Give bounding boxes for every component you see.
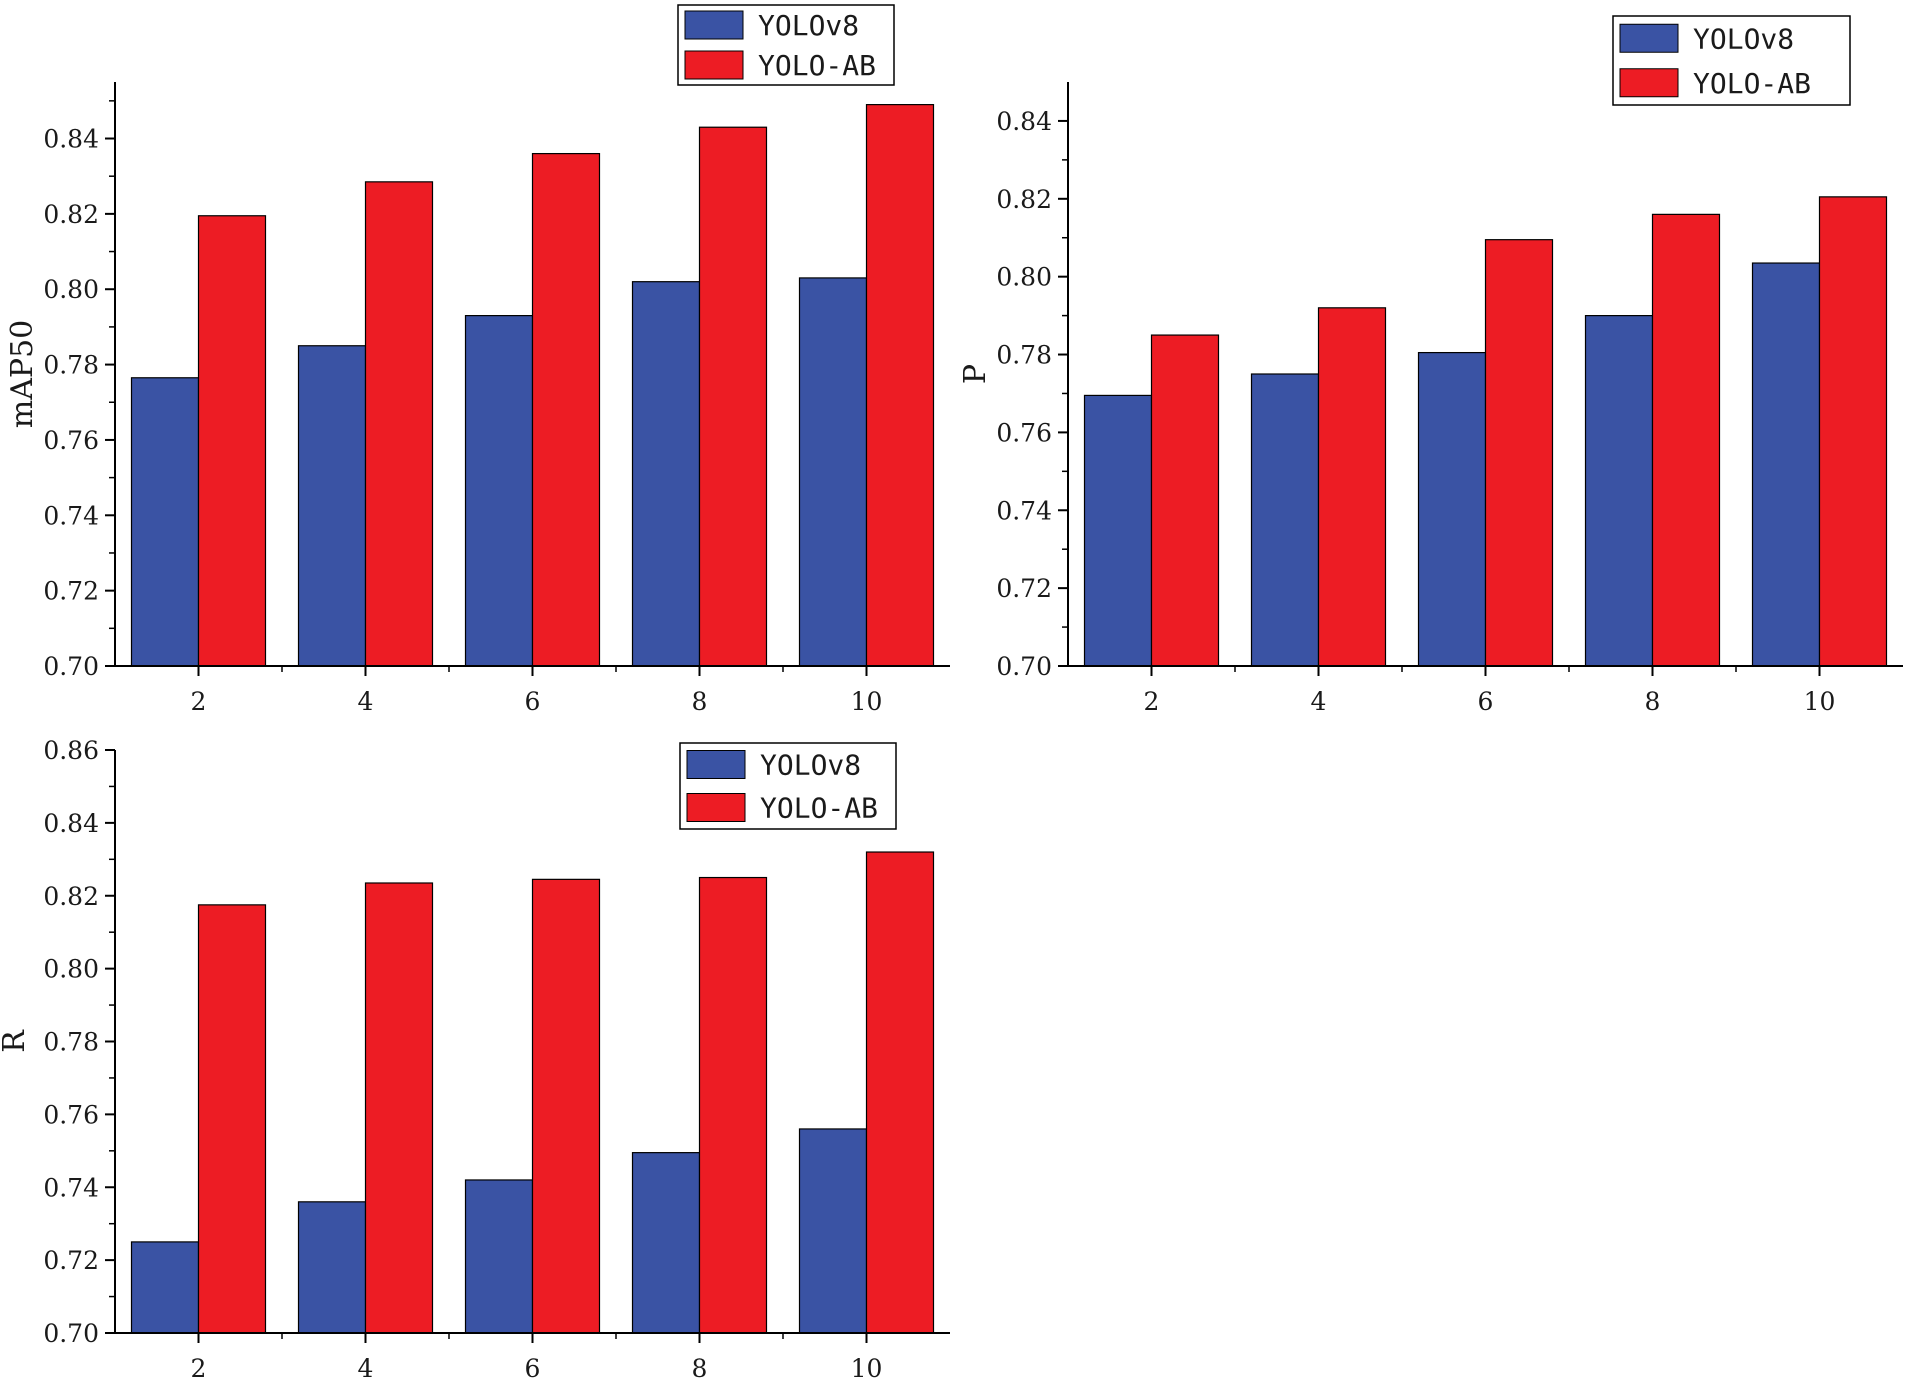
y-tick-label: 0.78 xyxy=(43,1028,99,1057)
bar-yolov8-8 xyxy=(1584,315,1654,667)
y-tick-label: 0.82 xyxy=(43,882,99,911)
y-axis-title: mAP50 xyxy=(5,320,40,428)
bar-yolo-ab-8 xyxy=(698,126,768,667)
x-tick-label: 6 xyxy=(525,687,541,716)
x-tick-label: 6 xyxy=(525,1354,541,1378)
x-tick-label: 10 xyxy=(1804,687,1836,716)
bar-yolov8-2 xyxy=(1083,394,1153,667)
y-tick-label: 0.80 xyxy=(43,275,99,304)
y-tick-label: 0.70 xyxy=(43,652,99,681)
legend-swatch-yolov8 xyxy=(684,10,744,40)
legend-swatch-yolo-ab xyxy=(684,50,744,80)
y-tick-label: 0.72 xyxy=(43,1246,99,1275)
bar-yolo-ab-10 xyxy=(865,851,935,1334)
x-tick-label: 8 xyxy=(1645,687,1661,716)
legend-label: YOLO-AB xyxy=(758,49,876,82)
y-tick-label: 0.72 xyxy=(996,574,1052,603)
y-tick-label: 0.74 xyxy=(996,496,1052,525)
legend-swatch-yolo-ab xyxy=(686,793,746,822)
bar-yolov8-4 xyxy=(1250,373,1320,667)
bar-yolov8-10 xyxy=(798,277,868,667)
y-axis-title: R xyxy=(0,1029,32,1053)
x-tick-label: 10 xyxy=(851,1354,883,1378)
y-tick-label: 0.84 xyxy=(43,809,99,838)
x-tick-label: 10 xyxy=(851,687,883,716)
bar-yolo-ab-2 xyxy=(1150,334,1220,667)
chart-3: 0.70 0.72 0.74 0.76 0.78 0.80 0.82 0.84 0.86 2 4 6 8… xyxy=(0,736,950,1378)
y-tick-label: 0.78 xyxy=(996,341,1052,370)
x-tick-label: 4 xyxy=(358,1354,374,1378)
bar-yolo-ab-4 xyxy=(1317,307,1387,667)
legend-swatch-yolo-ab xyxy=(1619,68,1679,98)
bar-yolo-ab-4 xyxy=(364,181,434,667)
bar-yolov8-8 xyxy=(631,281,701,667)
y-tick-label: 0.76 xyxy=(43,1100,99,1129)
x-tick-label: 2 xyxy=(1144,687,1160,716)
y-tick-label: 0.74 xyxy=(43,501,99,530)
bar-yolo-ab-2 xyxy=(197,904,267,1334)
y-tick-label: 0.80 xyxy=(996,263,1052,292)
bar-yolov8-6 xyxy=(464,1179,534,1334)
x-tick-label: 8 xyxy=(692,687,708,716)
bar-yolo-ab-6 xyxy=(531,152,601,667)
chart-1: 0.70 0.72 0.74 0.76 0.78 0.80 0.82 0.84 2 4 6 8 10 mA… xyxy=(5,4,950,716)
bar-yolov8-2 xyxy=(130,377,200,667)
x-tick-label: 4 xyxy=(1311,687,1327,716)
legend: YOLOv8 YOLO-AB xyxy=(679,742,897,830)
x-tick-label: 2 xyxy=(191,1354,207,1378)
legend-label: YOLOv8 xyxy=(1693,22,1794,55)
y-tick-label: 0.76 xyxy=(996,418,1052,447)
legend: YOLOv8 YOLO-AB xyxy=(677,4,895,86)
bar-yolo-ab-4 xyxy=(364,882,434,1334)
y-tick-label: 0.84 xyxy=(996,107,1052,136)
y-tick-label: 0.82 xyxy=(43,200,99,229)
y-axis-title: P xyxy=(958,364,993,384)
legend: YOLOv8 YOLO-AB xyxy=(1612,15,1851,106)
bar-yolo-ab-10 xyxy=(865,104,935,667)
bar-yolo-ab-6 xyxy=(1484,239,1554,667)
legend-label: YOLOv8 xyxy=(760,749,861,782)
y-tick-label: 0.80 xyxy=(43,955,99,984)
y-tick-label: 0.82 xyxy=(996,185,1052,214)
bar-yolov8-8 xyxy=(631,1152,701,1334)
legend-swatch-yolov8 xyxy=(686,750,746,779)
bar-yolo-ab-2 xyxy=(197,215,267,667)
bar-yolov8-6 xyxy=(1417,351,1487,667)
y-tick-label: 0.84 xyxy=(43,125,99,154)
bar-yolov8-10 xyxy=(1751,262,1821,667)
y-tick-label: 0.72 xyxy=(43,577,99,606)
y-tick-label: 0.86 xyxy=(43,736,99,765)
y-tick-label: 0.70 xyxy=(996,652,1052,681)
y-tick-label: 0.70 xyxy=(43,1319,99,1348)
bar-yolo-ab-10 xyxy=(1818,196,1888,667)
legend-label: YOLO-AB xyxy=(1693,67,1811,100)
y-tick-label: 0.74 xyxy=(43,1173,99,1202)
legend-swatch-yolov8 xyxy=(1619,23,1679,53)
bar-yolov8-10 xyxy=(798,1128,868,1334)
bar-yolov8-4 xyxy=(297,345,367,667)
chart-2: 0.70 0.72 0.74 0.76 0.78 0.80 0.82 0.84 2 4 6 8 10 P Y… xyxy=(958,15,1903,716)
x-tick-label: 6 xyxy=(1478,687,1494,716)
y-tick-label: 0.78 xyxy=(43,351,99,380)
bar-yolo-ab-8 xyxy=(1651,213,1721,667)
x-tick-label: 8 xyxy=(692,1354,708,1378)
bar-yolo-ab-6 xyxy=(531,878,601,1334)
bar-yolo-ab-8 xyxy=(698,876,768,1334)
x-tick-label: 4 xyxy=(358,687,374,716)
bar-yolov8-4 xyxy=(297,1201,367,1334)
y-tick-label: 0.76 xyxy=(43,426,99,455)
bar-yolov8-6 xyxy=(464,315,534,667)
legend-label: YOLO-AB xyxy=(760,792,878,825)
legend-label: YOLOv8 xyxy=(758,9,859,42)
x-tick-label: 2 xyxy=(191,687,207,716)
bar-yolov8-2 xyxy=(130,1241,200,1334)
